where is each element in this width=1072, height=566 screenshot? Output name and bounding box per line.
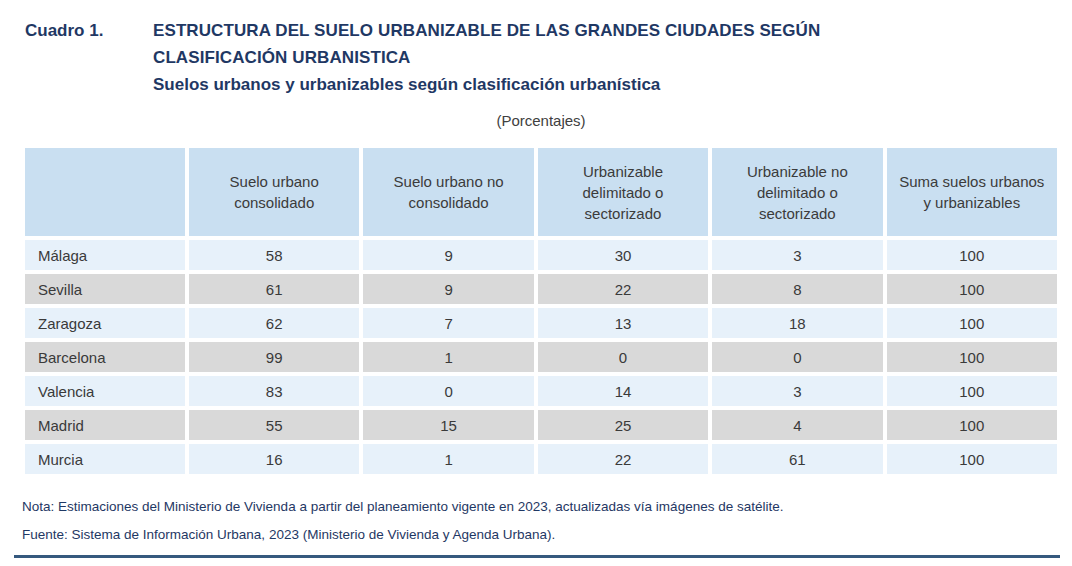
column-header-urbanizable-no-delimitado: Urbanizable no delimitado o sectorizado [712, 148, 882, 236]
title-lines: ESTRUCTURA DEL SUELO URBANIZABLE DE LAS … [153, 17, 1054, 99]
cell: 62 [189, 308, 359, 338]
source-line: Fuente: Sistema de Información Urbana, 2… [22, 527, 1072, 542]
table-number-label: Cuadro 1. [25, 17, 153, 99]
cell: 1 [363, 342, 533, 372]
cell: 58 [189, 240, 359, 270]
cell: 3 [712, 376, 882, 406]
row-label: Zaragoza [25, 308, 185, 338]
cell: 9 [363, 240, 533, 270]
cell: 30 [538, 240, 708, 270]
cell: 100 [887, 308, 1057, 338]
cell: 18 [712, 308, 882, 338]
cell: 100 [887, 274, 1057, 304]
data-table: Suelo urbano consolidado Suelo urbano no… [21, 144, 1061, 478]
table-row-murcia: Murcia 16 1 22 61 100 [25, 444, 1057, 474]
row-label: Málaga [25, 240, 185, 270]
row-label: Madrid [25, 410, 185, 440]
row-label: Murcia [25, 444, 185, 474]
table-header-row: Suelo urbano consolidado Suelo urbano no… [25, 148, 1057, 236]
column-header-urbanizable-delimitado: Urbanizable delimitado o sectorizado [538, 148, 708, 236]
cell: 0 [363, 376, 533, 406]
row-label: Barcelona [25, 342, 185, 372]
subtitle: Suelos urbanos y urbanizables según clas… [153, 71, 1054, 99]
footnotes: Nota: Estimaciones del Ministerio de Viv… [22, 499, 1072, 542]
cell: 99 [189, 342, 359, 372]
cell: 100 [887, 444, 1057, 474]
note-line: Nota: Estimaciones del Ministerio de Viv… [22, 499, 1072, 514]
cell: 14 [538, 376, 708, 406]
cell: 100 [887, 342, 1057, 372]
column-header-empty [25, 148, 185, 236]
table-row-zaragoza: Zaragoza 62 7 13 18 100 [25, 308, 1057, 338]
cell: 22 [538, 444, 708, 474]
cell: 13 [538, 308, 708, 338]
row-label: Sevilla [25, 274, 185, 304]
row-label: Valencia [25, 376, 185, 406]
cell: 7 [363, 308, 533, 338]
cell: 61 [189, 274, 359, 304]
table-row-barcelona: Barcelona 99 1 0 0 100 [25, 342, 1057, 372]
cell: 8 [712, 274, 882, 304]
title-block: Cuadro 1. ESTRUCTURA DEL SUELO URBANIZAB… [0, 0, 1072, 99]
units-note: (Porcentajes) [21, 112, 1061, 129]
table-row-malaga: Málaga 58 9 30 3 100 [25, 240, 1057, 270]
cell: 0 [538, 342, 708, 372]
column-header-suelo-urbano-no-consolidado: Suelo urbano no consolidado [363, 148, 533, 236]
cell: 16 [189, 444, 359, 474]
cell: 83 [189, 376, 359, 406]
cell: 100 [887, 240, 1057, 270]
cell: 15 [363, 410, 533, 440]
table-row-madrid: Madrid 55 15 25 4 100 [25, 410, 1057, 440]
column-header-suelo-urbano-consolidado: Suelo urbano consolidado [189, 148, 359, 236]
table-row-sevilla: Sevilla 61 9 22 8 100 [25, 274, 1057, 304]
cell: 1 [363, 444, 533, 474]
cell: 25 [538, 410, 708, 440]
cell: 61 [712, 444, 882, 474]
title-line-1: ESTRUCTURA DEL SUELO URBANIZABLE DE LAS … [153, 17, 1054, 44]
bottom-rule [14, 555, 1060, 558]
cell: 0 [712, 342, 882, 372]
table-row-valencia: Valencia 83 0 14 3 100 [25, 376, 1057, 406]
column-header-suma-suelos: Suma suelos urbanos y urbanizables [887, 148, 1057, 236]
cell: 100 [887, 376, 1057, 406]
cell: 22 [538, 274, 708, 304]
title-line-2: CLASIFICACIÓN URBANISTICA [153, 44, 1054, 71]
document: Cuadro 1. ESTRUCTURA DEL SUELO URBANIZAB… [0, 0, 1072, 566]
cell: 100 [887, 410, 1057, 440]
cell: 3 [712, 240, 882, 270]
cell: 4 [712, 410, 882, 440]
cell: 55 [189, 410, 359, 440]
cell: 9 [363, 274, 533, 304]
